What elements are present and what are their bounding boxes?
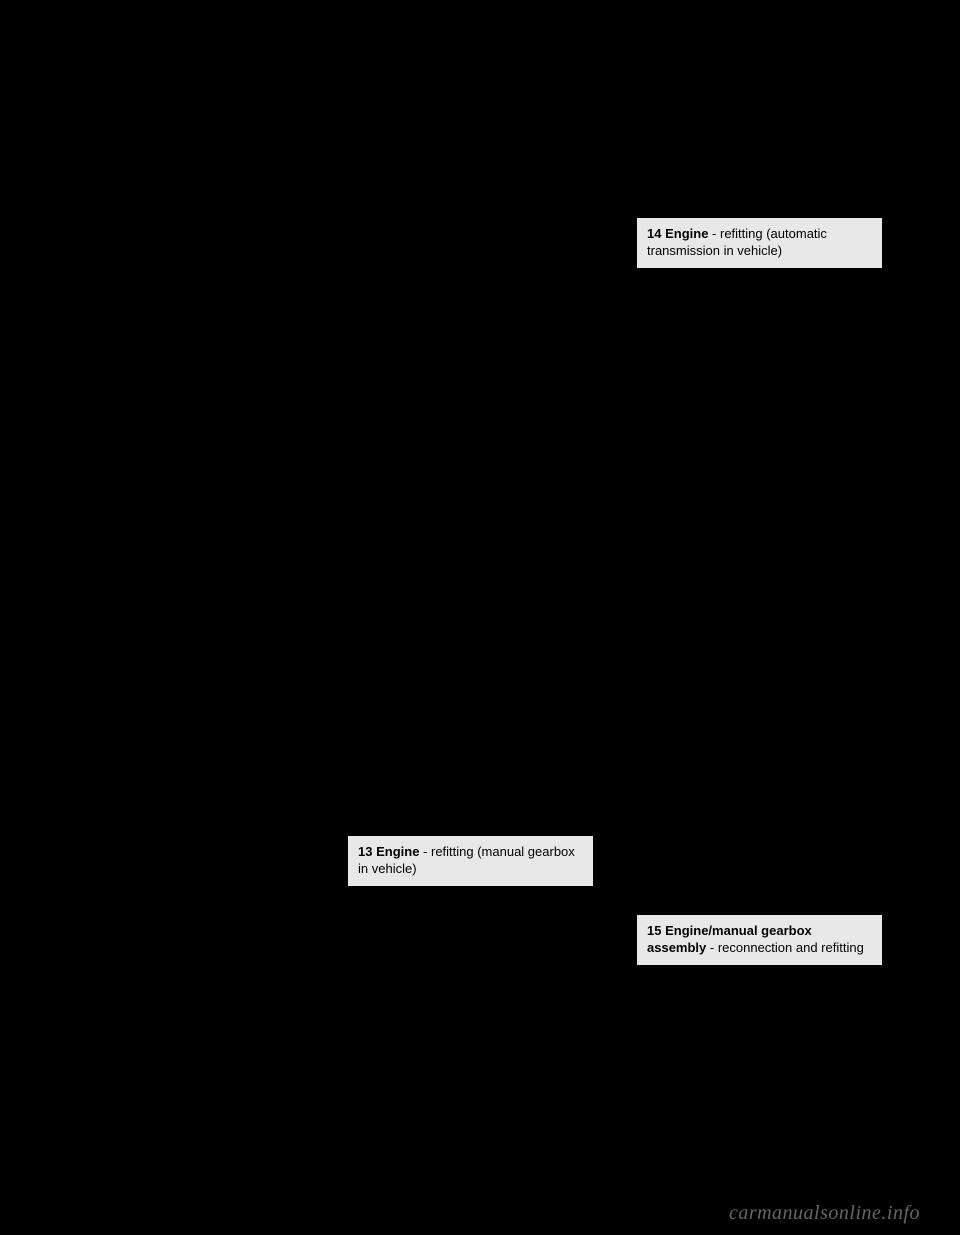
callout-15-num: 15 xyxy=(647,923,661,938)
watermark: carmanualsonline.info xyxy=(729,1202,920,1225)
callout-13-bold: Engine xyxy=(376,844,419,859)
callout-13: 13 Engine - refitting (manual gearbox in… xyxy=(348,836,593,886)
callout-14-bold: Engine xyxy=(665,226,708,241)
callout-15-rest: - reconnection and refitting xyxy=(706,940,864,955)
callout-13-num: 13 xyxy=(358,844,372,859)
callout-14: 14 Engine - refitting (automatic transmi… xyxy=(637,218,882,268)
callout-13-text: Engine - refitting (manual gearbox in ve… xyxy=(358,844,575,876)
callout-15-text: Engine/manual gearbox assembly - reconne… xyxy=(647,923,864,955)
callout-15: 15 Engine/manual gearbox assembly - reco… xyxy=(637,915,882,965)
callout-14-text: Engine - refitting (automatic transmissi… xyxy=(647,226,827,258)
callout-14-num: 14 xyxy=(647,226,661,241)
